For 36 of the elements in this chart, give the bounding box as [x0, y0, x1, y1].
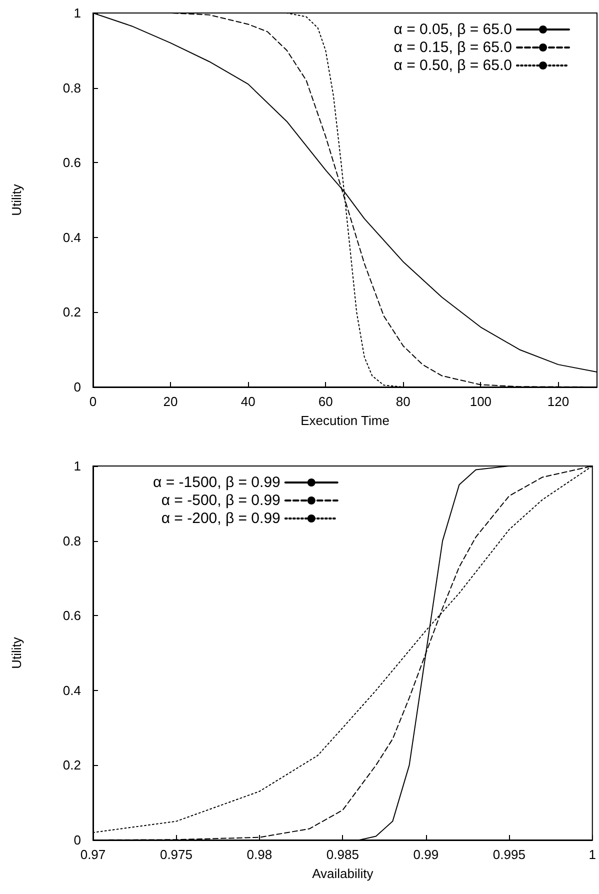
x-tick-label: 1: [588, 847, 596, 862]
x-tick-label: 0.99: [413, 847, 439, 862]
x-tick-label: 0: [89, 394, 97, 409]
y-axis-title: Utility: [9, 636, 24, 669]
legend-label: α = 0.50, β = 65.0: [394, 57, 512, 74]
y-tick-label: 0.8: [62, 533, 81, 548]
x-tick-label: 0.97: [80, 847, 106, 862]
legend-label: α = -200, β = 0.99: [161, 510, 280, 527]
y-tick-label: 0.2: [62, 758, 81, 773]
y-tick-label: 0: [74, 832, 81, 848]
y-tick-label: 1: [74, 6, 81, 20]
y-tick-label: 0.8: [62, 80, 81, 96]
x-tick-label: 0.975: [160, 847, 193, 862]
x-tick-label: 0.98: [246, 847, 272, 862]
y-tick-label: 0.6: [62, 155, 81, 170]
x-tick-label: 60: [318, 394, 333, 409]
x-tick-label: 20: [163, 394, 178, 409]
x-tick-label: 40: [240, 394, 256, 409]
legend-label: α = 0.15, β = 65.0: [394, 39, 512, 56]
x-tick-label: 120: [547, 394, 570, 409]
x-tick-label: 80: [396, 394, 410, 409]
y-tick-label: 1: [74, 458, 81, 474]
x-axis-title: Execution Time: [300, 413, 390, 428]
y-tick-label: 0.6: [62, 608, 81, 624]
y-tick-label: 0.2: [62, 304, 81, 320]
y-axis-title: Utility: [9, 184, 24, 216]
legend-label: α = -1500, β = 0.99: [152, 474, 280, 491]
x-tick-label: 100: [470, 394, 492, 409]
y-tick-label: 0.4: [62, 682, 81, 698]
x-tick-label: 0.995: [492, 847, 526, 862]
legend-label: α = -500, β = 0.99: [161, 492, 280, 509]
y-tick-label: 0: [74, 380, 81, 394]
y-tick-label: 0.4: [62, 230, 81, 245]
legend-label: α = 0.05, β = 65.0: [394, 21, 512, 38]
x-axis-title: Availability: [312, 866, 374, 881]
x-tick-label: 0.985: [326, 847, 359, 862]
